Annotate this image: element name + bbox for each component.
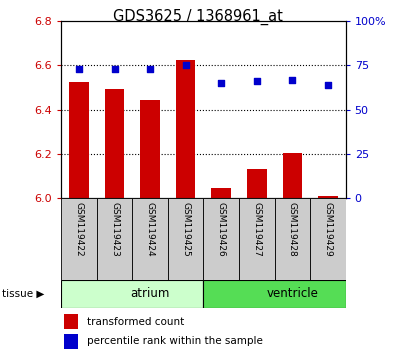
- Text: GSM119426: GSM119426: [217, 202, 226, 257]
- Point: [218, 80, 224, 86]
- Text: GDS3625 / 1368961_at: GDS3625 / 1368961_at: [113, 9, 282, 25]
- Bar: [318, 196, 338, 198]
- Point: [289, 77, 295, 82]
- Text: transformed count: transformed count: [87, 316, 184, 327]
- Bar: [64, 314, 78, 329]
- Bar: [64, 334, 78, 348]
- Text: GSM119425: GSM119425: [181, 202, 190, 257]
- Bar: [97, 198, 132, 280]
- Text: GSM119423: GSM119423: [110, 202, 119, 257]
- Bar: [275, 198, 310, 280]
- Bar: [211, 188, 231, 198]
- Text: ventricle: ventricle: [266, 287, 318, 300]
- Text: GSM119429: GSM119429: [324, 202, 332, 257]
- Bar: [61, 198, 97, 280]
- Text: percentile rank within the sample: percentile rank within the sample: [87, 336, 263, 346]
- Text: tissue ▶: tissue ▶: [2, 289, 44, 299]
- Text: GSM119422: GSM119422: [75, 202, 83, 257]
- Bar: [61, 280, 203, 308]
- Bar: [203, 280, 346, 308]
- Point: [254, 79, 260, 84]
- Point: [325, 82, 331, 88]
- Bar: [132, 198, 168, 280]
- Text: GSM119428: GSM119428: [288, 202, 297, 257]
- Point: [147, 66, 153, 72]
- Bar: [310, 198, 346, 280]
- Bar: [105, 89, 124, 198]
- Point: [111, 66, 118, 72]
- Text: atrium: atrium: [130, 287, 170, 300]
- Bar: [203, 198, 239, 280]
- Bar: [168, 198, 203, 280]
- Bar: [176, 60, 196, 198]
- Bar: [282, 153, 302, 198]
- Bar: [140, 100, 160, 198]
- Bar: [247, 170, 267, 198]
- Text: GSM119424: GSM119424: [146, 202, 154, 257]
- Point: [182, 63, 189, 68]
- Text: GSM119427: GSM119427: [252, 202, 261, 257]
- Bar: [239, 198, 275, 280]
- Point: [76, 66, 82, 72]
- Bar: [69, 82, 89, 198]
